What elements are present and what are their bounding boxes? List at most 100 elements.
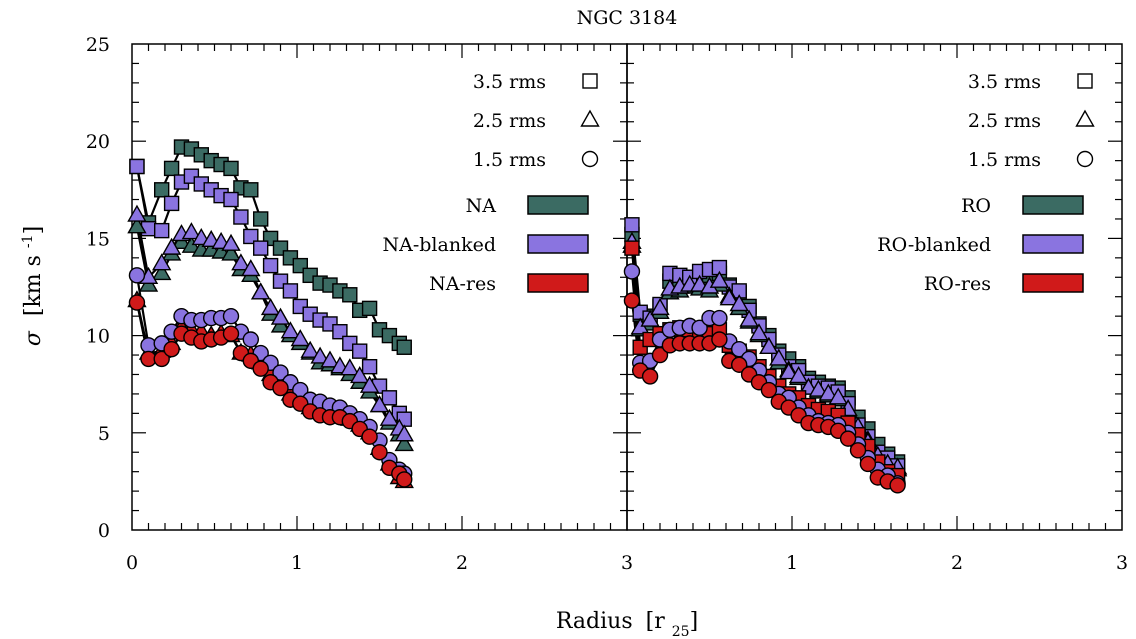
- data-point-triangle: [769, 348, 789, 366]
- legend-method-label: NA-blanked: [383, 234, 497, 256]
- data-point-circle: [623, 263, 641, 280]
- data-point-circle: [859, 455, 877, 473]
- data-point-triangle: [231, 253, 251, 271]
- legend-triangle-icon: [580, 109, 600, 127]
- x-tick-label: 3: [1116, 552, 1128, 574]
- data-point-circle: [889, 477, 906, 494]
- data-point-square: [153, 222, 170, 239]
- svg-text:Radius [r 25]: Radius [r 25]: [556, 609, 698, 639]
- data-point-circle: [849, 442, 867, 459]
- data-point-triangle: [270, 307, 291, 325]
- x-tick-label: 2: [456, 552, 468, 574]
- data-point-circle: [252, 360, 269, 377]
- data-point-triangle: [250, 282, 271, 300]
- data-point-triangle: [828, 387, 848, 405]
- data-point-triangle: [151, 262, 172, 281]
- data-point-square: [624, 217, 640, 233]
- series-ro-res-circle: [623, 292, 906, 494]
- legend-swatch: [1022, 273, 1084, 293]
- data-point-square: [381, 390, 398, 406]
- svg-text:σ [km s -1]: σ [km s -1]: [20, 226, 46, 346]
- legend-threshold-label: 1.5 rms: [968, 149, 1041, 171]
- data-point-square: [243, 228, 259, 245]
- data-point-circle: [272, 379, 289, 397]
- data-point-triangle: [280, 321, 301, 339]
- data-point-square: [352, 343, 368, 359]
- x-axis-title: Radius: [556, 609, 633, 634]
- y-tick-label: 25: [86, 34, 110, 56]
- data-point-triangle: [778, 362, 799, 380]
- data-point-square: [129, 158, 145, 175]
- data-point-square: [223, 191, 239, 208]
- data-point-circle: [128, 294, 146, 311]
- y-tick-label: 5: [98, 423, 110, 445]
- x-tick-label: 2: [951, 552, 963, 574]
- x-axis-label: Radius [r 25]: [556, 609, 698, 639]
- data-point-square: [233, 209, 249, 225]
- data-point-triangle: [394, 424, 414, 442]
- legend-circle-icon: [581, 150, 599, 168]
- data-point-square: [243, 182, 259, 198]
- data-point-triangle: [650, 297, 670, 316]
- x-tick-label: 3: [621, 552, 633, 574]
- data-point-triangle: [290, 329, 311, 347]
- data-point-square: [163, 160, 180, 177]
- data-point-circle: [371, 444, 388, 461]
- data-point-circle: [242, 331, 260, 348]
- data-point-triangle: [300, 340, 320, 358]
- data-point-triangle: [310, 346, 330, 364]
- data-point-square: [153, 182, 170, 198]
- data-point-triangle: [359, 375, 380, 393]
- data-point-triangle: [808, 379, 829, 397]
- y-axis-label: σ [km s -1]: [20, 226, 46, 346]
- data-point-circle: [396, 471, 413, 488]
- legend-threshold-label: 2.5 rms: [968, 110, 1041, 132]
- data-point-triangle: [759, 336, 779, 354]
- legend-swatch: [527, 234, 589, 254]
- data-point-triangle: [151, 253, 172, 271]
- x-tick-label: 1: [291, 552, 303, 574]
- data-point-triangle: [640, 309, 660, 327]
- data-point-triangle: [241, 259, 261, 277]
- legend-swatch: [527, 273, 589, 293]
- data-point-circle: [623, 292, 641, 309]
- x-tick-label: 0: [126, 552, 138, 574]
- legend-method-label: RO: [961, 195, 991, 217]
- data-point-square: [361, 300, 378, 317]
- data-point-square: [361, 359, 378, 375]
- legend-method-label: NA: [466, 195, 497, 217]
- data-point-square: [282, 283, 299, 299]
- x-axis-unit: r: [654, 609, 665, 634]
- data-point-square: [163, 195, 180, 212]
- data-point-triangle: [221, 233, 241, 251]
- y-axis-unit-exponent: -1: [20, 234, 36, 248]
- data-point-square: [262, 257, 279, 274]
- data-point-triangle: [127, 216, 147, 234]
- data-point-square: [332, 324, 348, 340]
- y-tick-label: 0: [98, 520, 110, 542]
- x-axis-unit-subscript: 25: [672, 624, 690, 639]
- data-point-triangle: [739, 309, 759, 327]
- series-na-res-circle: [128, 294, 413, 488]
- legend-method-label: RO-res: [924, 273, 991, 295]
- data-point-triangle: [349, 366, 370, 384]
- data-point-circle: [222, 325, 240, 342]
- data-point-circle: [711, 309, 728, 327]
- legend-swatch: [527, 195, 589, 215]
- data-point-triangle: [221, 243, 241, 261]
- legend-threshold-label: 2.5 rms: [473, 110, 546, 132]
- data-point-triangle: [788, 366, 809, 384]
- legend-square-icon: [1077, 73, 1093, 89]
- data-point-circle: [641, 368, 659, 385]
- legend-threshold-label: 3.5 rms: [473, 71, 546, 93]
- data-point-square: [624, 240, 640, 256]
- y-tick-label: 15: [86, 228, 110, 250]
- data-point-circle: [760, 381, 778, 399]
- data-point-triangle: [181, 222, 202, 240]
- panel-right: 1 2 3 3.5 rms 2.5 rms 1.5 rms RO RO-blanked RO-r…: [622, 43, 1128, 574]
- y-tick-label: 20: [86, 131, 110, 153]
- data-point-circle: [128, 267, 146, 284]
- legend-threshold-label: 1.5 rms: [473, 149, 546, 171]
- y-axis-unit: km s: [21, 255, 46, 307]
- legend-swatch: [1022, 195, 1084, 215]
